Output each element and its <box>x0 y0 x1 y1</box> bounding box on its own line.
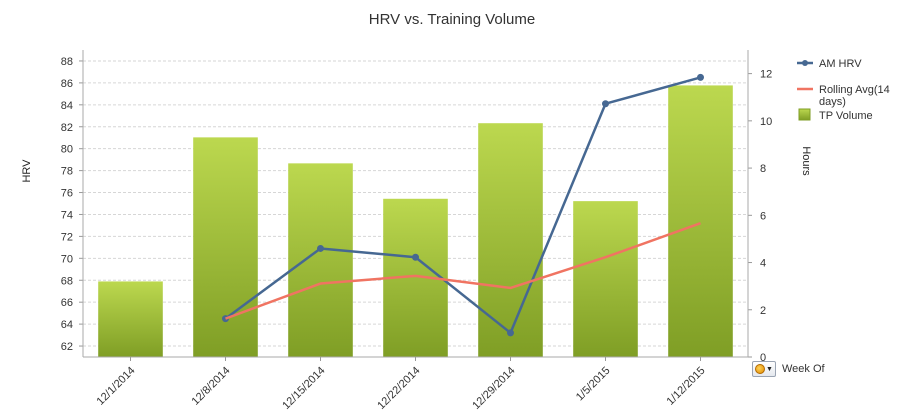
y-left-tick-label: 86 <box>61 78 73 90</box>
x-tick-label: 1/12/2015 <box>665 365 708 408</box>
x-tick-label: 12/15/2014 <box>280 365 327 411</box>
refresh-icon <box>755 364 766 374</box>
legend-label: days) <box>819 96 846 108</box>
legend-label: Rolling Avg(14 <box>819 84 890 96</box>
x-tick-label: 12/22/2014 <box>375 365 422 411</box>
legend-label: AM HRV <box>819 58 862 70</box>
data-point <box>317 244 324 252</box>
y-left-tick-label: 62 <box>61 341 73 353</box>
y-right-tick-label: 12 <box>760 69 772 81</box>
legend-item: TP Volume <box>798 108 873 122</box>
x-tick-label: 1/5/2015 <box>574 365 613 404</box>
data-point <box>507 329 514 337</box>
legend-item: AM HRV <box>797 58 862 70</box>
x-tick-label: 12/8/2014 <box>190 365 233 408</box>
chevron-down-icon: ▼ <box>766 365 773 373</box>
y-right-tick-label: 6 <box>760 210 766 222</box>
legend-marker <box>802 60 808 66</box>
series-line <box>225 222 701 320</box>
y-right-tick-label: 4 <box>760 258 766 270</box>
data-point <box>697 73 704 81</box>
chart-title: HRV vs. Training Volume <box>369 11 535 28</box>
y-right-tick-label: 0 <box>760 352 766 364</box>
data-point <box>602 100 609 108</box>
week-of-dropdown[interactable]: ▼ <box>752 361 776 377</box>
y-left-tick-label: 72 <box>61 231 73 243</box>
y-left-tick-label: 64 <box>61 319 73 331</box>
y-right-tick-label: 8 <box>760 163 766 175</box>
y-left-tick-label: 88 <box>61 56 73 68</box>
week-of-label: Week Of <box>782 363 825 375</box>
y-left-tick-label: 74 <box>61 209 73 221</box>
y-axis-left-label: HRV <box>21 159 33 183</box>
y-left-tick-label: 68 <box>61 275 73 287</box>
week-of-control[interactable]: ▼ Week Of <box>752 361 825 377</box>
y-left-tick-label: 70 <box>61 253 73 265</box>
y-left-tick-label: 84 <box>61 100 73 112</box>
bar <box>98 281 163 357</box>
bar <box>193 137 258 357</box>
bar-series <box>98 85 733 357</box>
bar <box>668 85 733 357</box>
y-left-tick-label: 66 <box>61 297 73 309</box>
y-right-tick-label: 2 <box>760 305 766 317</box>
bar <box>288 163 353 357</box>
bar <box>573 201 638 357</box>
y-left-tick-label: 82 <box>61 122 73 134</box>
y-left-tick-label: 76 <box>61 188 73 200</box>
line-series <box>222 73 704 337</box>
y-axis-right-label: Hours <box>800 146 812 176</box>
bar <box>478 123 543 357</box>
x-tick-label: 12/1/2014 <box>95 365 138 408</box>
y-left-tick-label: 78 <box>61 166 73 178</box>
series-line <box>224 76 701 335</box>
legend-label: TP Volume <box>819 110 873 122</box>
data-point <box>412 253 419 261</box>
x-tick-label: 12/29/2014 <box>470 365 517 411</box>
y-right-tick-label: 10 <box>760 116 772 128</box>
y-left-tick-label: 80 <box>61 144 73 156</box>
legend-swatch <box>798 108 811 121</box>
